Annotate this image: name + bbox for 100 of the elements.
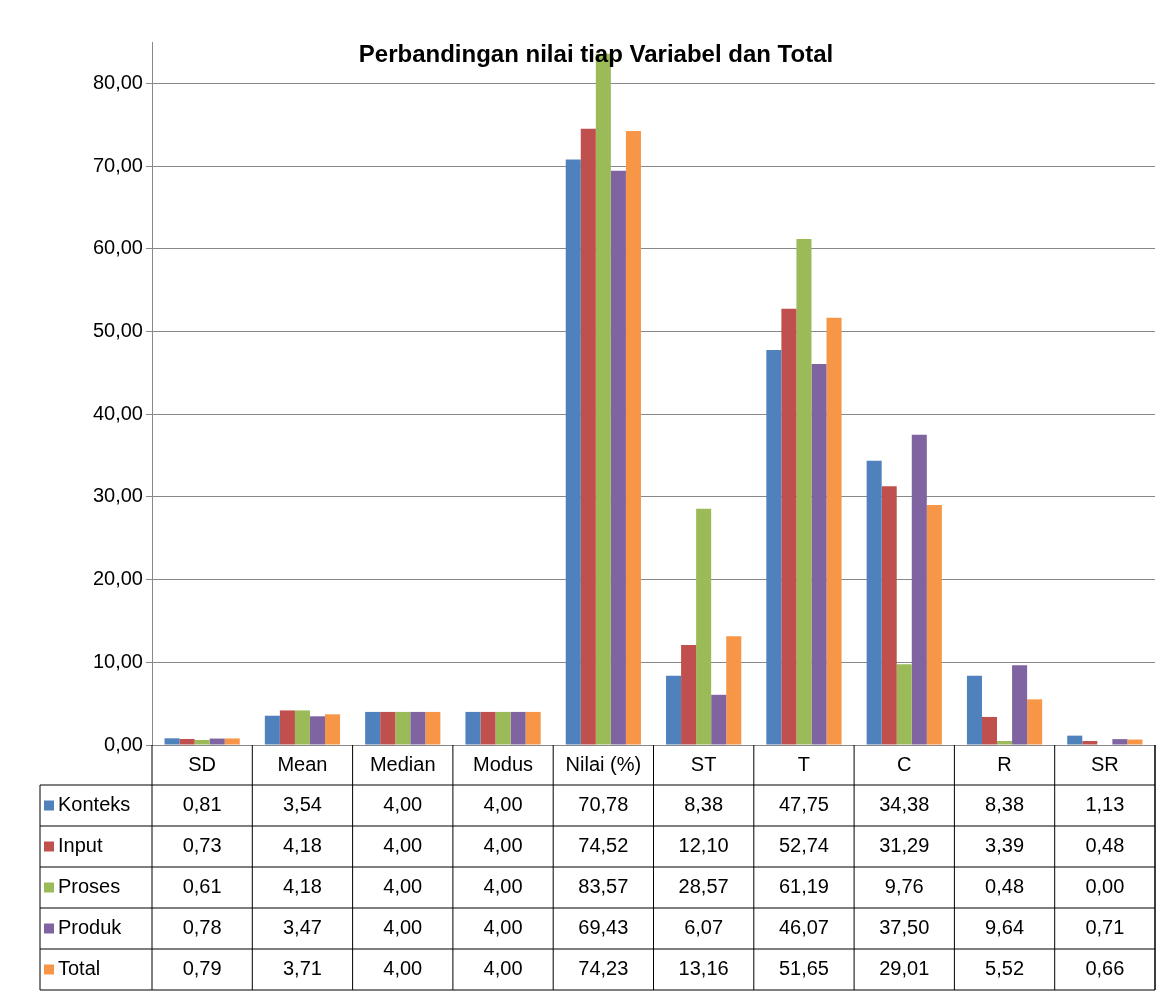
- bar: [766, 350, 782, 745]
- data-label: 9,64: [985, 916, 1025, 939]
- data-label: 0,48: [1085, 834, 1125, 857]
- bar: [896, 664, 912, 745]
- data-label: 4,00: [383, 793, 423, 816]
- bar: [966, 675, 982, 745]
- bar: [1027, 699, 1043, 745]
- data-label: 6,07: [684, 916, 724, 939]
- data-label: 47,75: [778, 793, 829, 816]
- bar: [480, 711, 496, 745]
- chart-title: Perbandingan nilai tiap Variabel dan Total: [358, 39, 834, 67]
- data-label: 74,23: [578, 957, 629, 980]
- bar: [525, 711, 541, 745]
- data-label: 0,61: [182, 875, 222, 898]
- x-tick-label: SR: [1090, 752, 1119, 775]
- data-label: 34,38: [879, 793, 930, 816]
- y-tick-label: 30,00: [92, 484, 143, 507]
- x-tick-label: T: [797, 752, 811, 775]
- data-label: 61,19: [778, 875, 829, 898]
- bar: [565, 159, 581, 745]
- bar: [981, 716, 998, 745]
- bar: [826, 317, 842, 745]
- data-label: 0,78: [182, 916, 222, 939]
- bar: [209, 738, 225, 745]
- data-label: 0,81: [182, 793, 222, 816]
- y-tick-label: 10,00: [92, 649, 143, 672]
- bar: [495, 711, 511, 745]
- bar: [911, 434, 927, 745]
- data-label: 37,50: [879, 916, 930, 939]
- y-tick-label: 50,00: [92, 318, 143, 341]
- x-tick-label: ST: [690, 752, 717, 775]
- y-tick-label: 20,00: [92, 567, 143, 590]
- bar: [395, 711, 411, 745]
- bar: [425, 711, 441, 745]
- bar: [997, 741, 1013, 745]
- data-label: 31,29: [879, 834, 930, 857]
- data-label: 29,01: [879, 957, 930, 980]
- bar: [294, 710, 310, 745]
- bar: [264, 715, 280, 745]
- bar: [866, 460, 882, 745]
- bar: [164, 738, 180, 745]
- bar: [881, 486, 897, 745]
- y-tick-label: 40,00: [92, 401, 143, 424]
- x-tick-label: Median: [369, 752, 436, 775]
- data-label: 4,00: [383, 875, 423, 898]
- legend-label: Total: [58, 957, 101, 980]
- bar: [410, 711, 426, 745]
- bar: [711, 694, 727, 745]
- bar: [796, 238, 812, 745]
- bar: [726, 636, 742, 745]
- data-label: 70,78: [578, 793, 629, 816]
- data-label: 69,43: [578, 916, 629, 939]
- data-label: 3,54: [282, 793, 322, 816]
- bar: [926, 505, 942, 745]
- data-label: 4,00: [483, 957, 523, 980]
- data-label: 0,79: [182, 957, 222, 980]
- y-tick-label: 70,00: [92, 153, 143, 176]
- data-label: 1,13: [1085, 793, 1125, 816]
- bar: [224, 738, 240, 745]
- data-label: 8,38: [684, 793, 724, 816]
- bar: [1067, 735, 1083, 745]
- data-label: 4,00: [383, 916, 423, 939]
- data-label: 0,66: [1085, 957, 1125, 980]
- data-label: 0,48: [985, 875, 1025, 898]
- x-tick-label: Nilai (%): [565, 752, 642, 775]
- data-label: 4,00: [383, 834, 423, 857]
- data-label: 46,07: [778, 916, 829, 939]
- data-label: 13,16: [678, 957, 729, 980]
- data-label: 28,57: [678, 875, 729, 898]
- bar: [580, 128, 596, 745]
- data-label: 5,52: [985, 957, 1025, 980]
- bar: [465, 711, 481, 745]
- bar: [1012, 665, 1028, 745]
- data-label: 3,47: [282, 916, 322, 939]
- data-label: 3,39: [985, 834, 1025, 857]
- data-label: 4,00: [483, 875, 523, 898]
- bar: [625, 131, 641, 745]
- x-tick-label: SD: [188, 752, 217, 775]
- x-tick-label: Modus: [473, 752, 534, 775]
- data-label: 4,00: [483, 793, 523, 816]
- bar: [781, 308, 797, 745]
- x-tick-label: Mean: [277, 752, 328, 775]
- bar: [179, 738, 195, 745]
- data-label: 83,57: [578, 875, 629, 898]
- data-label: 4,18: [282, 834, 322, 857]
- bar: [325, 714, 341, 745]
- data-label: 8,38: [985, 793, 1025, 816]
- legend-label: Proses: [58, 875, 121, 898]
- bar: [681, 644, 697, 745]
- bar: [380, 711, 396, 745]
- bar: [1127, 739, 1143, 745]
- x-tick-label: C: [897, 752, 912, 775]
- bar: [610, 170, 626, 745]
- data-label: 4,18: [282, 875, 322, 898]
- bar: [365, 711, 381, 745]
- bar: [309, 716, 326, 745]
- legend-label: Produk: [58, 916, 123, 939]
- data-label: 0,73: [182, 834, 222, 857]
- y-tick-label: 60,00: [92, 236, 143, 259]
- data-label: 74,52: [578, 834, 629, 857]
